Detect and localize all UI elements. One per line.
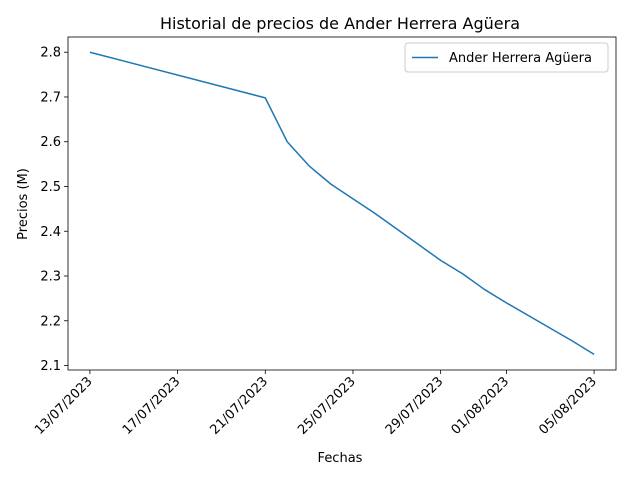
- x-axis-title: Fechas: [318, 451, 363, 466]
- y-tick-label: 2.5: [40, 180, 61, 195]
- y-tick-label: 2.4: [40, 225, 61, 240]
- legend-label: Ander Herrera Agüera: [449, 51, 592, 66]
- y-tick-label: 2.7: [40, 90, 61, 105]
- legend-box: [404, 42, 609, 73]
- plot-frame: [67, 36, 617, 371]
- legend: Ander Herrera Agüera: [404, 42, 609, 73]
- y-axis-title: Precios (M): [16, 168, 31, 240]
- chart-title: Historial de precios de Ander Herrera Ag…: [160, 14, 520, 33]
- y-tick-label: 2.8: [40, 46, 61, 61]
- series-line: [89, 51, 595, 355]
- y-tick-label: 2.6: [40, 135, 61, 150]
- y-tick-label: 2.2: [40, 314, 61, 329]
- y-tick-label: 2.1: [40, 359, 61, 374]
- y-tick-label: 2.3: [40, 270, 61, 285]
